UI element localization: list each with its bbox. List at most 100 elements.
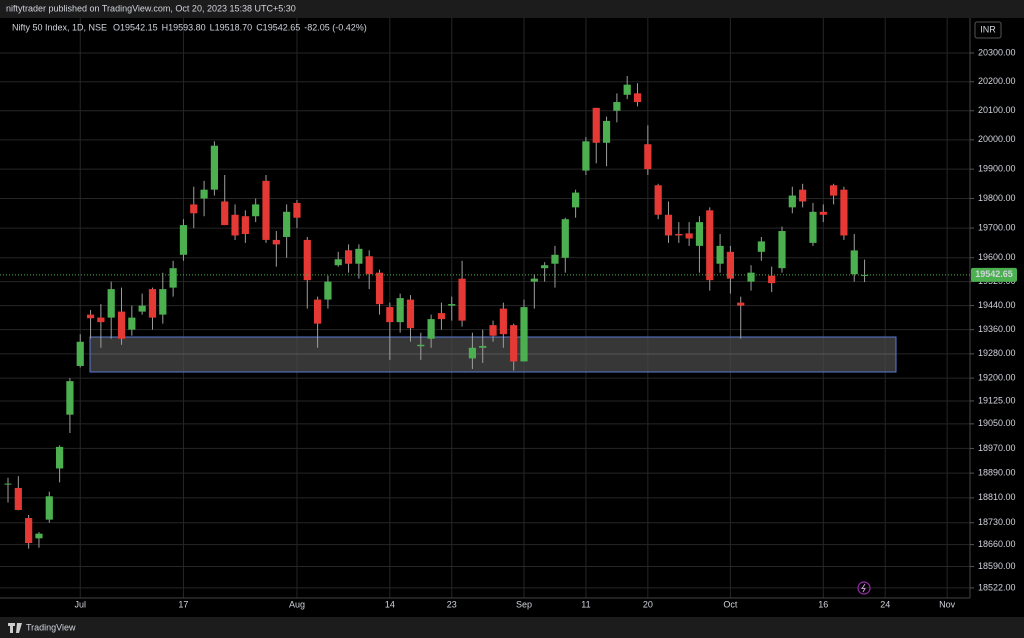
currency-box[interactable] <box>974 21 1002 39</box>
candle-body <box>778 231 786 269</box>
y-tick-label: 19700.00 <box>978 222 1016 232</box>
candle-body <box>386 307 394 323</box>
last-price-label: 19542.65 <box>975 269 1013 279</box>
candle-body <box>117 311 126 339</box>
y-tick-label: 18890.00 <box>978 467 1016 477</box>
candle-body <box>231 214 239 236</box>
candle-body <box>303 239 311 281</box>
legend-value: H19593.80 <box>162 22 206 32</box>
y-tick-label: 18522.00 <box>978 582 1016 592</box>
candle-body <box>76 341 84 366</box>
candle-body <box>582 141 590 171</box>
candle-body <box>819 211 827 215</box>
y-tick-label: 18810.00 <box>978 492 1016 502</box>
publisher-bar <box>0 0 1024 18</box>
y-tick-label: 18660.00 <box>978 539 1016 549</box>
x-tick-label: Nov <box>939 599 956 609</box>
candle-body <box>355 248 363 264</box>
candle-body <box>241 216 249 234</box>
candle-body <box>314 299 322 324</box>
y-tick-label: 19200.00 <box>978 372 1016 382</box>
candle-body <box>4 483 12 485</box>
candle-body <box>56 446 64 469</box>
candle-body <box>788 195 796 208</box>
candle-body <box>716 245 724 264</box>
brand-logo <box>8 623 22 633</box>
candle-body <box>644 144 652 170</box>
candle-body <box>757 241 765 252</box>
x-tick-label: Sep <box>516 599 532 609</box>
candle-body <box>850 250 858 275</box>
candle-body <box>479 345 487 348</box>
currency-label: INR <box>980 24 996 34</box>
y-tick-label: 20300.00 <box>978 47 1016 57</box>
candle-body <box>633 93 642 103</box>
symbol-label: Nifty 50 Index, 1D, NSE <box>12 22 107 32</box>
candle-body <box>179 225 188 255</box>
candle-body <box>169 268 177 288</box>
candle-body <box>685 233 693 239</box>
candle-body <box>190 204 198 214</box>
candle-body <box>107 289 115 318</box>
candle-body <box>726 251 734 279</box>
candle-body <box>623 84 631 95</box>
candle-body <box>768 275 776 284</box>
legend-value: L19518.70 <box>210 22 253 32</box>
candle-body <box>551 254 559 264</box>
events-icon[interactable] <box>857 581 871 595</box>
candle-body <box>458 278 466 321</box>
candle-body <box>210 145 218 190</box>
candle-body <box>530 278 538 282</box>
y-tick-label: 20200.00 <box>978 76 1016 86</box>
events-icon-bolt <box>861 583 866 593</box>
candle-body <box>365 256 373 275</box>
candle-body <box>799 189 807 202</box>
candle-body <box>252 204 260 217</box>
x-tick-label: 23 <box>447 599 457 609</box>
candle-body <box>396 298 404 323</box>
candle-body <box>334 259 342 266</box>
candle-body <box>138 305 146 312</box>
candle-body <box>510 325 518 362</box>
legend-value: C19542.65 <box>256 22 300 32</box>
candle-body <box>97 317 105 323</box>
y-tick-label: 19800.00 <box>978 193 1016 203</box>
x-tick-label: 11 <box>581 599 590 609</box>
y-tick-label: 19600.00 <box>978 252 1016 262</box>
candle-body <box>706 210 714 281</box>
y-tick-label: 20100.00 <box>978 105 1016 115</box>
y-tick-label: 19440.00 <box>978 300 1016 310</box>
candle-body <box>159 289 167 315</box>
candle-body <box>499 308 507 335</box>
candle-body <box>262 180 270 240</box>
candle-body <box>541 265 549 269</box>
candle-body <box>148 289 157 318</box>
candle-body <box>572 192 580 208</box>
candle-body <box>344 250 353 264</box>
candle-body <box>14 487 22 510</box>
brand-text: TradingView <box>26 622 76 632</box>
x-tick-label: 14 <box>385 599 395 609</box>
candle-body <box>406 299 415 329</box>
candle-body <box>602 120 611 143</box>
candle-body <box>592 107 600 143</box>
candle-body <box>830 185 838 196</box>
x-tick-label: Oct <box>723 599 738 609</box>
x-tick-label: 20 <box>643 599 653 609</box>
candle-body <box>675 233 683 236</box>
y-tick-label: 20000.00 <box>978 134 1016 144</box>
candle-body <box>840 189 848 236</box>
legend: O19542.15 H19593.80 L19518.70 C19542.65 -82.… <box>113 22 367 32</box>
candle-body <box>417 344 425 347</box>
candle-body <box>448 304 456 306</box>
legend-value: -82.05 (-0.42%) <box>304 22 367 32</box>
candle-body <box>35 533 43 539</box>
y-tick-label: 18590.00 <box>978 561 1016 571</box>
x-tick-label: 17 <box>178 599 188 609</box>
y-tick-label: 19900.00 <box>978 163 1016 173</box>
candle-body <box>283 211 291 237</box>
x-tick-label: 24 <box>880 599 890 609</box>
legend-value: O19542.15 <box>113 22 158 32</box>
candle-body <box>561 219 569 258</box>
